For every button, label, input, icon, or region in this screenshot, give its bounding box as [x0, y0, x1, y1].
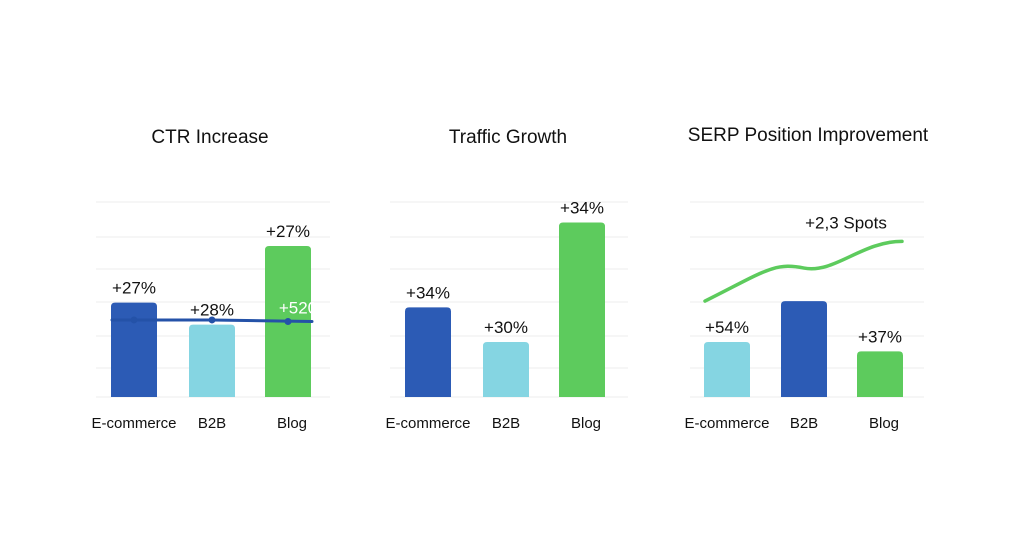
line-point — [284, 318, 292, 326]
data-label: +34% — [406, 283, 450, 302]
bar-e-commerce — [704, 341, 750, 397]
bar-e-commerce — [111, 302, 157, 397]
data-label: +37% — [858, 327, 902, 346]
annotation: +520 — [279, 299, 317, 318]
category-label: E-commerce — [385, 415, 470, 432]
data-label: +28% — [190, 301, 234, 320]
category-label: B2B — [790, 415, 818, 432]
overlay-line — [110, 316, 314, 326]
bar-b2b — [483, 341, 529, 397]
category-labels: E-commerce B2B Blog — [684, 415, 899, 432]
serp-position-chart: SERP Position Improvement +54% +37% E-co… — [684, 125, 928, 432]
bars — [704, 301, 903, 397]
category-labels: E-commerce B2B Blog — [385, 415, 601, 432]
data-label: +30% — [484, 318, 528, 337]
ctr-increase-chart: CTR Increase +27% +28% +27% E-commerce B… — [91, 127, 330, 432]
data-label: +27% — [112, 279, 156, 298]
annotation: +2,3 Spots — [805, 213, 887, 232]
data-labels: +54% +37% — [705, 318, 902, 346]
category-label: E-commerce — [684, 415, 769, 432]
line-point — [208, 316, 216, 324]
data-labels: +34% +30% +34% — [406, 198, 604, 337]
data-label: +34% — [560, 198, 604, 217]
category-label: B2B — [198, 415, 226, 432]
bar-blog — [559, 222, 605, 397]
category-label: E-commerce — [91, 415, 176, 432]
bar-blog — [857, 351, 903, 397]
overlay-line — [703, 239, 904, 303]
bar-b2b — [781, 301, 827, 397]
bars — [405, 222, 605, 397]
category-label: Blog — [869, 415, 899, 432]
data-label: +54% — [705, 318, 749, 337]
trend-line — [703, 239, 904, 303]
category-label: B2B — [492, 415, 520, 432]
chart-title: Traffic Growth — [449, 127, 567, 148]
data-labels: +27% +28% +27% — [112, 222, 310, 320]
line-point — [130, 316, 138, 324]
data-label: +27% — [266, 222, 310, 241]
bar-b2b — [189, 324, 235, 397]
chart-title: CTR Increase — [151, 127, 268, 148]
category-labels: E-commerce B2B Blog — [91, 415, 307, 432]
chart-title: SERP Position Improvement — [688, 125, 929, 146]
category-label: Blog — [571, 415, 601, 432]
bar-e-commerce — [405, 307, 451, 397]
category-label: Blog — [277, 415, 307, 432]
traffic-growth-chart: Traffic Growth +34% +30% +34% E-commerce… — [385, 127, 628, 432]
